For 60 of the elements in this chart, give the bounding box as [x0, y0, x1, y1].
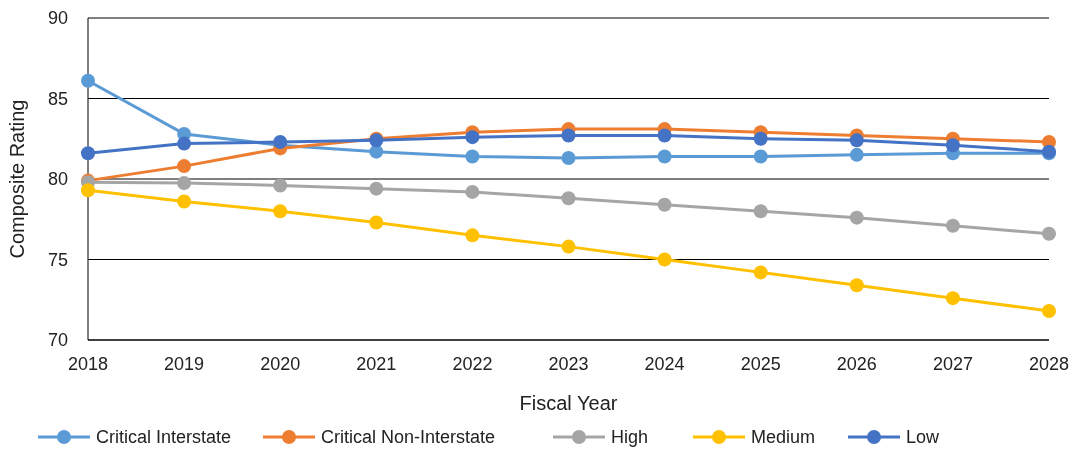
y-tick-label: 90	[47, 8, 68, 29]
point	[657, 149, 672, 164]
y-tick-label: 75	[47, 249, 68, 270]
point	[945, 291, 960, 306]
x-tick-label: 2028	[1028, 354, 1070, 374]
legend-label: High	[611, 427, 649, 448]
point	[753, 204, 768, 219]
x-tick-label: 2020	[260, 354, 301, 374]
point	[945, 218, 960, 233]
point	[177, 176, 192, 191]
point	[849, 133, 864, 148]
point	[657, 197, 672, 212]
point	[657, 252, 672, 267]
point	[81, 183, 95, 198]
y-axis-title: Composite Rating	[6, 99, 28, 259]
point	[369, 215, 384, 230]
point	[177, 136, 192, 151]
point	[849, 278, 864, 293]
point	[465, 184, 480, 199]
point	[561, 239, 576, 254]
legend-label: Critical Non-Interstate	[321, 427, 496, 448]
y-tick-label: 80	[47, 169, 68, 190]
x-tick-label: 2024	[644, 354, 685, 374]
point	[561, 151, 576, 166]
point	[369, 181, 384, 196]
x-tick-label: 2018	[67, 354, 109, 374]
legend-label: Medium	[751, 427, 816, 448]
point	[81, 146, 95, 161]
point	[465, 228, 480, 243]
point	[753, 131, 768, 146]
point	[849, 147, 864, 162]
point	[561, 128, 576, 143]
legend-label: Critical Interstate	[96, 427, 232, 448]
point	[273, 204, 288, 219]
point	[753, 265, 768, 280]
x-tick-label: 2021	[356, 354, 397, 374]
legend-label: Low	[906, 427, 941, 448]
x-tick-label: 2019	[164, 354, 205, 374]
point	[81, 73, 95, 88]
point	[273, 134, 288, 149]
point	[1042, 304, 1056, 319]
x-tick-label: 2022	[452, 354, 493, 374]
y-tick-label: 85	[47, 88, 68, 109]
y-tick-label: 70	[47, 330, 68, 351]
point	[753, 149, 768, 164]
point	[465, 149, 480, 164]
point	[177, 159, 192, 174]
point	[849, 210, 864, 225]
point	[945, 138, 960, 153]
point	[657, 128, 672, 143]
x-tick-label: 2023	[548, 354, 589, 374]
point	[561, 191, 576, 206]
point	[1042, 226, 1056, 241]
x-axis-title: Fiscal Year	[519, 392, 618, 414]
point	[465, 130, 480, 145]
point	[177, 194, 192, 209]
point	[273, 178, 288, 193]
x-tick-label: 2025	[740, 354, 781, 374]
x-tick-label: 2027	[932, 354, 973, 374]
x-tick-label: 2026	[836, 354, 877, 374]
